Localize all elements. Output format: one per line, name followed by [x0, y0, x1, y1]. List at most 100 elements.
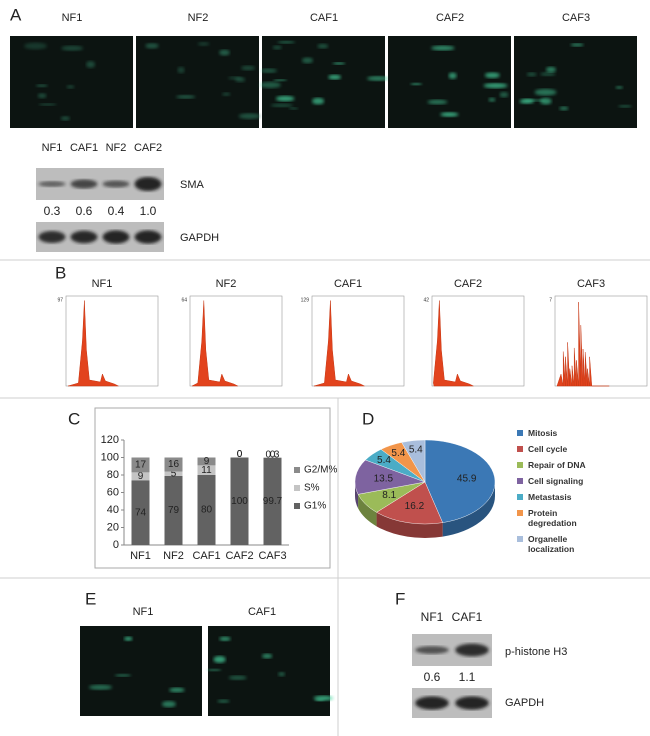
- x-tick-label: NF1: [130, 550, 151, 562]
- image-label: CAF3: [562, 12, 590, 24]
- x-tick-label: CAF3: [258, 550, 286, 562]
- data-label: 16: [168, 459, 180, 470]
- bar-segment: [164, 457, 183, 472]
- bar-segment: [131, 472, 150, 481]
- legend-entry: Repair of DNA: [517, 460, 609, 470]
- band: [38, 231, 66, 243]
- cell: [288, 107, 299, 110]
- cell: [272, 45, 282, 50]
- histogram-label: CAF3: [577, 278, 605, 290]
- data-label: 45.9: [457, 473, 477, 484]
- bar-segment: [197, 465, 216, 475]
- pie-side: [358, 494, 377, 527]
- cell: [123, 636, 133, 641]
- legend-swatch: [517, 446, 523, 452]
- data-label: 9: [204, 456, 210, 467]
- y-tick-label: 40: [107, 504, 119, 516]
- cell: [317, 43, 329, 49]
- pie-legend: Mitosis Cell cycle Repair of DNA Cell signa…: [517, 428, 609, 560]
- cell: [534, 88, 557, 96]
- y-tick-label: 60: [107, 486, 119, 498]
- legend-swatch: [517, 478, 523, 484]
- cell: [176, 95, 196, 99]
- panel-label: B: [55, 263, 66, 282]
- cell: [618, 104, 632, 108]
- cell: [228, 76, 243, 80]
- micrograph: [514, 36, 637, 128]
- cell: [241, 65, 255, 71]
- cell: [615, 86, 624, 89]
- lane-label: CAF1: [70, 142, 98, 154]
- band-quantity: 0.6: [424, 670, 441, 684]
- bar-segment: [164, 471, 183, 476]
- lane-label: NF1: [421, 610, 444, 624]
- micrograph: [80, 626, 202, 716]
- image-label: NF2: [188, 12, 209, 24]
- data-label: 0: [237, 449, 243, 460]
- pie-side: [442, 482, 495, 537]
- histogram-label: CAF1: [334, 278, 362, 290]
- cell: [37, 93, 47, 99]
- cell: [35, 84, 48, 88]
- cell: [217, 699, 230, 703]
- histogram-label: CAF2: [454, 278, 482, 290]
- panel-label: F: [395, 589, 405, 608]
- band-quantity: 0.4: [108, 204, 125, 218]
- cell: [448, 72, 457, 79]
- cell: [328, 74, 342, 80]
- legend-label: Cell cycle: [528, 444, 568, 454]
- data-label: 5.4: [409, 444, 423, 455]
- cell: [410, 83, 423, 86]
- cell: [277, 40, 295, 44]
- cell: [427, 99, 448, 105]
- cell: [278, 671, 286, 677]
- cell: [488, 97, 496, 102]
- data-label: 13.5: [374, 473, 394, 484]
- cell: [313, 695, 334, 701]
- cell: [169, 687, 185, 693]
- legend-entry: Cell cycle: [517, 444, 609, 454]
- cell: [273, 79, 287, 82]
- cell: [559, 106, 569, 111]
- pie-slice: [401, 439, 426, 483]
- cell: [86, 61, 96, 68]
- x-tick-label: CAF2: [225, 550, 253, 562]
- histogram-label: NF1: [92, 278, 113, 290]
- cell: [66, 85, 75, 89]
- legend-swatch: [517, 536, 523, 542]
- pie-slice: [376, 481, 443, 525]
- panel-label: D: [362, 409, 374, 428]
- cell: [88, 684, 113, 690]
- legend-swatch: [517, 462, 523, 468]
- y-tick-label: 120: [101, 434, 119, 446]
- legend-label: G1%: [304, 501, 326, 512]
- data-label: 80: [201, 505, 213, 516]
- cell: [484, 72, 500, 79]
- band: [102, 180, 130, 188]
- pie-slice: [354, 459, 426, 495]
- data-label: 8.1: [382, 490, 396, 501]
- cell: [219, 636, 231, 641]
- cell: [228, 675, 247, 680]
- data-label: 11: [201, 465, 212, 476]
- bar-segment: [263, 457, 282, 545]
- cell: [367, 76, 389, 81]
- cell: [60, 116, 71, 121]
- cell: [38, 103, 57, 106]
- cell: [114, 674, 132, 677]
- bar-segment: [197, 457, 216, 466]
- legend-swatch: [517, 510, 523, 516]
- blot-label: GAPDH: [180, 232, 219, 244]
- cell: [440, 112, 459, 117]
- legend-label: Mitosis: [528, 428, 558, 438]
- cell: [545, 66, 557, 73]
- legend-swatch: [517, 430, 523, 436]
- image-label: CAF2: [436, 12, 464, 24]
- cell: [145, 43, 159, 49]
- band: [415, 646, 449, 654]
- band-quantity: 1.0: [140, 204, 157, 218]
- pie-side: [376, 512, 443, 538]
- cell: [61, 45, 84, 51]
- cell: [540, 72, 556, 76]
- y-tick-label: 20: [107, 521, 119, 533]
